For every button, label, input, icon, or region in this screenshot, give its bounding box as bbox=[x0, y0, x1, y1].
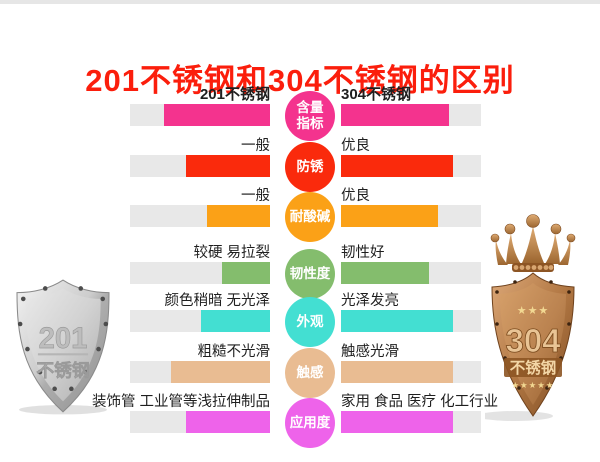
stars-bottom-icon: ★★★★★ bbox=[511, 380, 554, 390]
right-value-label: 优良 bbox=[341, 138, 370, 154]
shield-rivets bbox=[17, 286, 109, 392]
metric-label: 应用度 bbox=[289, 415, 331, 430]
bar-fill-right bbox=[341, 361, 453, 383]
bar-track-left bbox=[130, 155, 270, 177]
silver-shield-badge-201: 201 不锈钢 bbox=[16, 279, 110, 415]
metric-label: 防锈 bbox=[296, 159, 324, 174]
left-value-label: 颜色稍暗 无光泽 bbox=[164, 293, 270, 309]
right-value-label: 304不锈钢 bbox=[341, 86, 412, 103]
comparison-row: 颜色稍暗 无光泽 光泽发亮 外观 bbox=[0, 293, 600, 347]
badge-name: 不锈钢 bbox=[510, 358, 557, 377]
bar-track-left bbox=[130, 361, 270, 383]
bar-track-left bbox=[130, 411, 270, 433]
right-value-label: 优良 bbox=[341, 188, 370, 204]
metric-circle: 触感 bbox=[285, 348, 335, 398]
metric-circle: 韧性度 bbox=[285, 249, 335, 299]
metric-label: 外观 bbox=[296, 314, 324, 329]
bar-fill-right bbox=[341, 104, 449, 126]
badge-code: 304 bbox=[505, 322, 561, 359]
shield-rivets bbox=[495, 280, 571, 390]
right-value-label: 触感光滑 bbox=[341, 344, 399, 360]
left-value-label: 装饰管 工业管等浅拉伸制品 bbox=[91, 394, 270, 410]
left-value-label: 201不锈钢 bbox=[199, 86, 270, 103]
bar-track-right bbox=[341, 310, 481, 332]
metric-circle: 防锈 bbox=[285, 142, 335, 192]
bar-track-left bbox=[130, 262, 270, 284]
shield-shadow bbox=[485, 411, 553, 421]
metric-circle: 耐酸碱 bbox=[285, 192, 335, 242]
top-border-strip bbox=[0, 0, 600, 4]
bar-track-right bbox=[341, 361, 481, 383]
comparison-row: 一般 优良 防锈 bbox=[0, 138, 600, 192]
right-value-label: 光泽发亮 bbox=[341, 293, 399, 309]
bar-fill-left bbox=[207, 205, 270, 227]
bar-fill-left bbox=[201, 310, 270, 332]
bar-track-right bbox=[341, 411, 481, 433]
shield-face bbox=[25, 288, 101, 402]
bar-track-right bbox=[341, 205, 481, 227]
crown-icon bbox=[490, 214, 576, 272]
bar-track-left bbox=[130, 205, 270, 227]
bar-track-right bbox=[341, 262, 481, 284]
metric-circle: 应用度 bbox=[285, 398, 335, 448]
comparison-row: 一般 优良 耐酸碱 bbox=[0, 188, 600, 242]
left-value-label: 较硬 易拉裂 bbox=[193, 245, 270, 261]
metric-label: 韧性度 bbox=[289, 266, 331, 281]
metric-label: 触感 bbox=[296, 365, 324, 380]
metric-circle: 含量 指标 bbox=[285, 91, 335, 141]
bar-fill-right bbox=[341, 310, 453, 332]
right-value-label: 韧性好 bbox=[341, 245, 385, 261]
badge-name: 不锈钢 bbox=[36, 359, 89, 380]
badge-code: 201 bbox=[39, 323, 88, 355]
comparison-row: 装饰管 工业管等浅拉伸制品 家用 食品 医疗 化工行业 应用度 bbox=[0, 394, 600, 448]
left-value-label: 粗糙不光滑 bbox=[197, 344, 271, 360]
badge-name-band bbox=[504, 358, 562, 377]
comparison-row: 粗糙不光滑 触感光滑 触感 bbox=[0, 344, 600, 398]
bar-fill-left bbox=[222, 262, 270, 284]
bar-track-left bbox=[130, 104, 270, 126]
badge-divider bbox=[37, 353, 89, 356]
bar-fill-left bbox=[186, 411, 270, 433]
bar-track-left bbox=[130, 310, 270, 332]
stars-top-icon: ★★★ bbox=[517, 305, 550, 317]
metric-label: 耐酸碱 bbox=[289, 209, 331, 224]
metric-circle: 外观 bbox=[285, 297, 335, 347]
bronze-shield-badge-304: ★★★ 304 不锈钢 ★★★★★ bbox=[485, 214, 576, 421]
bar-fill-right bbox=[341, 205, 438, 227]
bar-fill-right bbox=[341, 411, 453, 433]
comparison-row: 201不锈钢 304不锈钢 含量 指标 bbox=[0, 87, 600, 141]
right-value-label: 家用 食品 医疗 化工行业 bbox=[341, 394, 499, 410]
bar-track-right bbox=[341, 155, 481, 177]
bar-fill-right bbox=[341, 155, 453, 177]
bar-fill-right bbox=[341, 262, 430, 284]
bar-fill-left bbox=[186, 155, 270, 177]
bar-fill-left bbox=[170, 361, 270, 383]
left-value-label: 一般 bbox=[241, 138, 270, 154]
left-value-label: 一般 bbox=[241, 188, 270, 204]
bar-track-right bbox=[341, 104, 481, 126]
comparison-row: 较硬 易拉裂 韧性好 韧性度 bbox=[0, 245, 600, 299]
metric-label: 含量 指标 bbox=[296, 100, 324, 131]
bar-fill-left bbox=[163, 104, 270, 126]
